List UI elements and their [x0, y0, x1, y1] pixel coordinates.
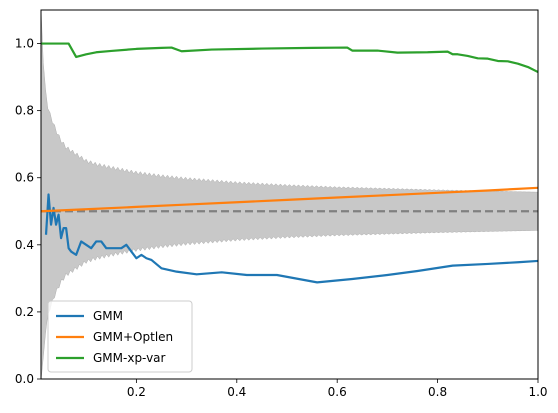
confidence-band	[41, 10, 538, 379]
confidence-band-layer	[41, 10, 538, 379]
x-axis: 0.2 0.4 0.6 0.8 1.0	[127, 379, 548, 399]
y-tick-label: 1.0	[15, 37, 34, 51]
plot-frame	[40, 9, 539, 380]
y-tick-label: 0.2	[15, 305, 34, 319]
x-tick-label: 0.6	[328, 385, 347, 399]
series-line-gmm-optlen	[41, 186, 538, 213]
y-tick-label: 0.8	[15, 104, 34, 118]
x-tick-label: 0.2	[127, 385, 146, 399]
x-tick-label: 0.8	[428, 385, 447, 399]
legend-label: GMM-xp-var	[93, 351, 166, 365]
series-layer	[41, 42, 538, 284]
legend: GMM GMM+Optlen GMM-xp-var	[47, 300, 193, 373]
legend-box	[47, 300, 193, 373]
x-tick-label: 1.0	[528, 385, 547, 399]
x-tick-label: 0.4	[227, 385, 246, 399]
y-tick-label: 0.6	[15, 171, 34, 185]
legend-label: GMM	[93, 309, 123, 323]
series-line-gmm-xp-var	[41, 42, 538, 74]
legend-label: GMM+Optlen	[93, 330, 173, 344]
y-tick-label: 0.4	[15, 238, 34, 252]
y-tick-label: 0.0	[15, 372, 34, 386]
y-axis: 0.0 0.2 0.4 0.6 0.8 1.0	[15, 37, 41, 386]
series-line-gmm	[44, 193, 538, 284]
